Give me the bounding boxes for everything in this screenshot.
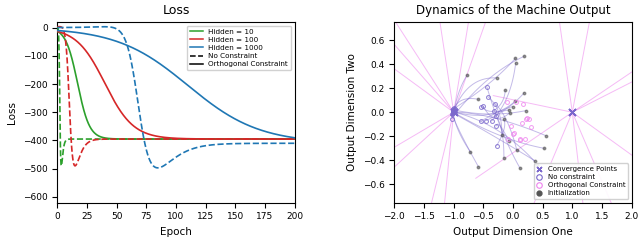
- Legend: Hidden = 10, Hidden = 100, Hidden = 1000, No Constraint, Orthogonal Constraint: Hidden = 10, Hidden = 100, Hidden = 1000…: [187, 26, 291, 70]
- Y-axis label: Output Dimension Two: Output Dimension Two: [347, 53, 357, 171]
- X-axis label: Output Dimension One: Output Dimension One: [453, 227, 573, 237]
- Y-axis label: Loss: Loss: [8, 101, 17, 124]
- Legend: Convergence Points, No constraint, Orthogonal Constraint, Initialization: Convergence Points, No constraint, Ortho…: [534, 163, 628, 199]
- Title: Dynamics of the Machine Output: Dynamics of the Machine Output: [416, 4, 611, 17]
- Title: Loss: Loss: [162, 4, 189, 17]
- X-axis label: Epoch: Epoch: [160, 227, 192, 237]
